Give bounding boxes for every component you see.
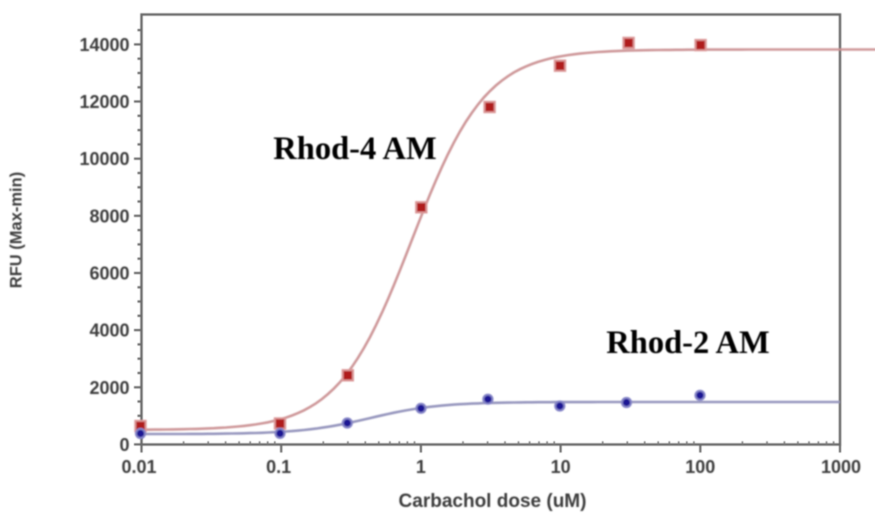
svg-text:0.1: 0.1: [266, 457, 291, 477]
svg-text:10000: 10000: [79, 149, 129, 169]
svg-text:Rhod-2 AM: Rhod-2 AM: [606, 325, 769, 361]
svg-text:0: 0: [119, 435, 129, 455]
svg-text:Carbachol dose (uM): Carbachol dose (uM): [399, 491, 587, 512]
svg-text:6000: 6000: [89, 264, 129, 284]
svg-text:RFU (Max-min): RFU (Max-min): [8, 172, 26, 288]
svg-text:14000: 14000: [79, 35, 129, 55]
svg-text:10: 10: [551, 457, 571, 477]
svg-text:100: 100: [685, 457, 715, 477]
svg-text:1000: 1000: [821, 457, 861, 477]
svg-text:2000: 2000: [89, 378, 129, 398]
svg-text:8000: 8000: [89, 206, 129, 226]
svg-text:0.01: 0.01: [121, 457, 156, 477]
svg-text:12000: 12000: [79, 92, 129, 112]
svg-text:Rhod-4 AM: Rhod-4 AM: [273, 131, 436, 167]
svg-text:1: 1: [416, 457, 426, 477]
svg-text:4000: 4000: [89, 321, 129, 341]
